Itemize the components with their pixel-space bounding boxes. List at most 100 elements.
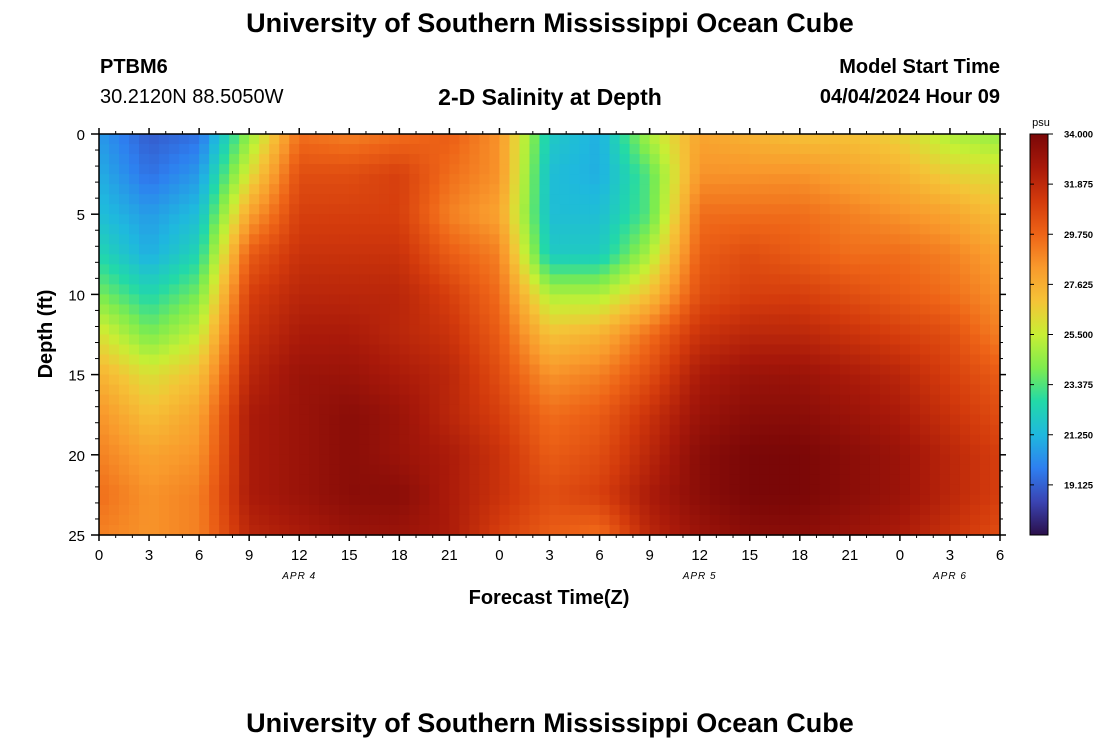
heatmap-cell xyxy=(249,434,260,446)
heatmap-cell xyxy=(949,224,961,235)
heatmap-cell xyxy=(219,134,230,145)
heatmap-cell xyxy=(819,464,831,476)
heatmap-cell xyxy=(119,404,130,416)
heatmap-cell xyxy=(249,514,260,526)
heatmap-cell xyxy=(879,524,891,536)
heatmap-cell xyxy=(329,144,340,155)
heatmap-cell xyxy=(939,324,951,336)
heatmap-cell xyxy=(219,234,230,245)
heatmap-cell xyxy=(829,404,841,416)
heatmap-cell xyxy=(479,464,491,476)
heatmap-cell xyxy=(209,424,220,436)
heatmap-cell xyxy=(769,204,781,215)
heatmap-cell xyxy=(909,204,921,215)
heatmap-cell xyxy=(679,364,691,376)
heatmap-cell xyxy=(539,334,551,346)
heatmap-cell xyxy=(779,174,791,185)
heatmap-cell xyxy=(749,514,761,526)
heatmap-cell xyxy=(619,134,631,145)
heatmap-cell xyxy=(809,234,821,245)
heatmap-cell xyxy=(279,284,290,296)
heatmap-cell xyxy=(549,484,561,496)
heatmap-cell xyxy=(809,514,821,526)
heatmap-cell xyxy=(779,334,791,346)
heatmap-cell xyxy=(309,174,320,185)
heatmap-cell xyxy=(189,214,200,225)
heatmap-cell xyxy=(389,444,400,456)
heatmap-cell xyxy=(649,274,661,285)
heatmap-cell xyxy=(99,384,110,396)
heatmap-cell xyxy=(639,404,651,416)
heatmap-cell xyxy=(939,184,951,195)
heatmap-cell xyxy=(679,244,691,255)
heatmap-cell xyxy=(829,434,841,446)
heatmap-cell xyxy=(589,484,601,496)
heatmap-cell xyxy=(539,424,551,436)
heatmap-cell xyxy=(749,204,761,215)
heatmap-cell xyxy=(119,344,130,356)
heatmap-cell xyxy=(769,144,781,155)
heatmap-cell xyxy=(519,524,531,536)
heatmap-cell xyxy=(479,504,491,516)
heatmap-cell xyxy=(799,494,811,506)
heatmap-cell xyxy=(369,354,380,366)
heatmap-cell xyxy=(239,414,250,426)
heatmap-cell xyxy=(439,144,450,155)
heatmap-cell xyxy=(909,394,921,406)
heatmap-cell xyxy=(849,334,861,346)
heatmap-cell xyxy=(829,284,841,296)
heatmap-cell xyxy=(349,154,360,165)
heatmap-cell xyxy=(819,194,831,205)
heatmap-cell xyxy=(929,384,941,396)
heatmap-cell xyxy=(699,144,711,155)
heatmap-cell xyxy=(779,154,791,165)
heatmap-cell xyxy=(869,524,881,536)
heatmap-cell xyxy=(209,334,220,346)
heatmap-cell xyxy=(109,184,120,195)
heatmap-cell xyxy=(529,524,541,536)
heatmap-cell xyxy=(369,444,380,456)
heatmap-cell xyxy=(909,404,921,416)
heatmap-cell xyxy=(429,504,440,516)
heatmap-cell xyxy=(659,504,671,516)
heatmap-cell xyxy=(279,514,290,526)
heatmap-cell xyxy=(399,234,410,245)
heatmap-cell xyxy=(619,484,631,496)
heatmap-cell xyxy=(399,184,410,195)
heatmap-cell xyxy=(439,404,450,416)
heatmap-cell xyxy=(679,354,691,366)
heatmap-cell xyxy=(109,364,120,376)
heatmap-cell xyxy=(859,464,871,476)
heatmap-cell xyxy=(929,514,941,526)
heatmap-cell xyxy=(339,214,350,225)
heatmap-cell xyxy=(579,234,591,245)
heatmap-cell xyxy=(689,284,701,296)
heatmap-cell xyxy=(839,154,851,165)
heatmap-cell xyxy=(549,374,561,386)
heatmap-cell xyxy=(909,254,921,265)
heatmap-cell xyxy=(339,424,350,436)
heatmap-cell xyxy=(489,524,501,536)
heatmap-cell xyxy=(199,174,210,185)
heatmap-cell xyxy=(479,354,491,366)
heatmap-cell xyxy=(939,434,951,446)
heatmap-cell xyxy=(399,314,410,326)
heatmap-cell xyxy=(719,414,731,426)
heatmap-cell xyxy=(459,164,471,175)
heatmap-cell xyxy=(279,294,290,306)
heatmap-cell xyxy=(659,494,671,506)
heatmap-cell xyxy=(289,494,300,506)
heatmap-cell xyxy=(699,384,711,396)
heatmap-cell xyxy=(699,444,711,456)
heatmap-cell xyxy=(259,174,270,185)
heatmap-cell xyxy=(899,354,911,366)
heatmap-cell xyxy=(279,474,290,486)
heatmap-cell xyxy=(439,484,450,496)
heatmap-cell xyxy=(189,254,200,265)
heatmap-cell xyxy=(659,514,671,526)
heatmap-cell xyxy=(409,494,420,506)
heatmap-cell xyxy=(99,244,110,255)
heatmap-cell xyxy=(329,234,340,245)
heatmap-cell xyxy=(349,294,360,306)
heatmap-cell xyxy=(699,434,711,446)
